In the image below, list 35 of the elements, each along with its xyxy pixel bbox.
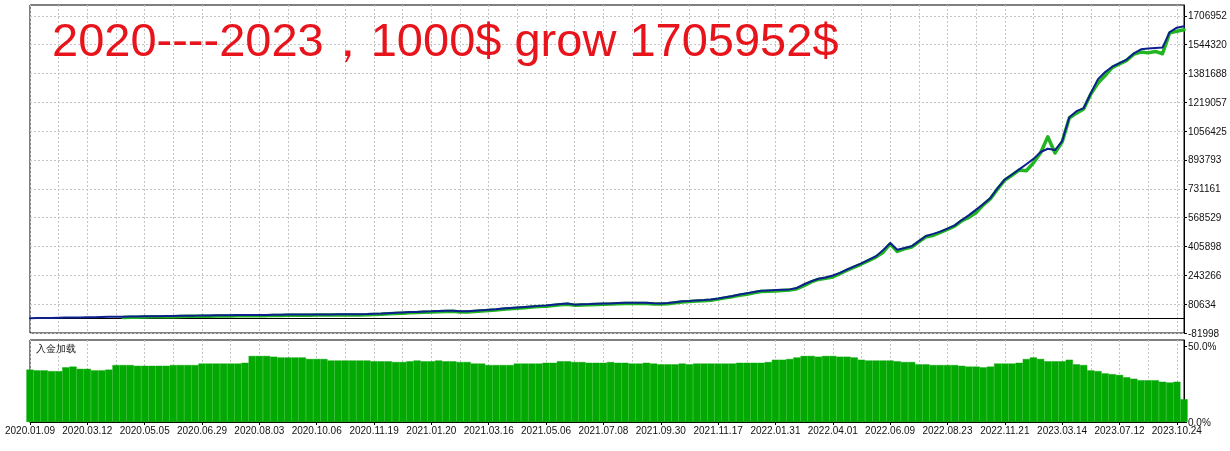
x-tick-label: 2021.07.08 (578, 424, 629, 436)
x-tick-label: 2020.01.09 (4, 424, 56, 436)
x-tick-label: 2021.03.16 (463, 424, 515, 436)
x-tick-label: 2020.10.06 (291, 424, 343, 436)
chart-title: 2020----2023，1000$ grow 1705952$ (52, 13, 839, 66)
x-tick-label: 2020.08.03 (234, 424, 285, 436)
y-tick-label: 568529 (1188, 212, 1222, 224)
x-tick-label: 2021.09.30 (635, 424, 687, 436)
x-tick-label: 2022.04.01 (807, 424, 859, 436)
y-tick-label: 731161 (1188, 183, 1222, 195)
y-tick-label: 80634 (1188, 298, 1217, 310)
x-tick-label: 2021.01.20 (406, 424, 457, 436)
x-tick-label: 2021.05.06 (521, 424, 572, 436)
x-tick-label: 2020.05.05 (119, 424, 171, 436)
x-tick-label: 2020.11.19 (349, 424, 400, 436)
x-tick-label: 2022.08.23 (922, 424, 973, 436)
y-tick-label: 1381688 (1188, 67, 1228, 79)
x-tick-label: 2022.01.31 (750, 424, 801, 436)
x-tick-label: 2022.06.09 (865, 424, 916, 436)
y-tick-label: 405898 (1188, 241, 1222, 252)
y-tick-label: 243266 (1188, 269, 1222, 281)
x-tick-label: 2023.03.14 (1037, 424, 1088, 436)
y-tick-label: 1056425 (1188, 125, 1228, 137)
y-tick-label: -81998 (1188, 327, 1220, 339)
x-tick-label: 2020.03.12 (62, 424, 113, 436)
y-tick-label: 893793 (1188, 154, 1222, 166)
y-tick-label: 1706952 (1188, 10, 1228, 22)
chart-title: 入金加载 (36, 342, 76, 354)
y-tick-label: 1544320 (1188, 39, 1228, 51)
x-tick-label: 2023.07.12 (1094, 424, 1145, 436)
x-tick-label: 2021.11.17 (693, 424, 744, 436)
y-tick-label: 1219057 (1188, 96, 1228, 108)
x-tick-label: 2022.11.21 (980, 424, 1030, 436)
x-tick-label: 2020.06.29 (176, 424, 228, 436)
y-tick-label: 50.0% (1188, 340, 1217, 352)
